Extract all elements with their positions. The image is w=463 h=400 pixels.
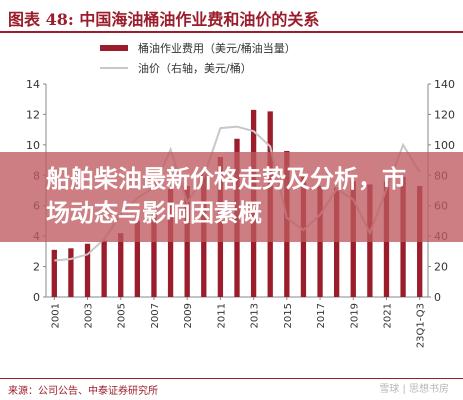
y-left-tick-label: 10 [26,139,40,152]
y-right-tick-label: 0 [434,291,441,304]
y-left-tick-label: 12 [26,108,40,121]
bar [118,233,124,297]
x-tick-label: 2021 [382,303,393,328]
bar [134,220,141,297]
x-tick-label: 2009 [183,303,194,328]
legend-line-label: 油价（右轴，美元/桶） [138,62,252,75]
y-right-tick-label: 120 [434,108,455,121]
x-tick-label: 2015 [283,303,294,328]
bar [68,248,74,297]
y-right-tick-label: 140 [434,78,455,91]
title-bar: 图表 48: 中国海油桶油作业费和油价的关系 [0,0,463,33]
chart-title: 图表 48: 中国海油桶油作业费和油价的关系 [8,10,320,29]
watermark: 雪球 | 思想书房 [379,384,449,395]
bar [101,240,107,297]
legend-line-swatch [100,67,128,69]
legend-bar-swatch [100,45,128,51]
x-tick-label: 2011 [216,303,227,328]
x-tick-label: 2013 [250,303,261,328]
x-tick-label: 2019 [349,303,360,328]
article-overlay-banner: 船舶柴油最新价格走势及分析，市场动态与影响因素概 [0,152,463,242]
bar [151,207,157,297]
source-note: 来源：公司公告、中泰证券研究所 [8,386,158,397]
x-tick-label: 2003 [84,303,95,328]
legend-bar-label: 桶油作业费用（美元/桶油当量） [138,42,296,55]
bottom-rule [0,378,463,379]
bar [333,187,340,297]
x-tick-label: 23Q1-Q3 [416,303,427,348]
y-left-tick-label: 14 [26,78,40,91]
x-tick-label: 2007 [150,303,161,328]
bar [51,249,57,297]
x-tick-label: 2001 [50,303,61,328]
title-rule [0,31,463,33]
legend: 桶油作业费用（美元/桶油当量） 油价（右轴，美元/桶） [100,38,296,78]
y-left-tick-label: 2 [33,261,40,274]
x-tick-label: 2017 [316,303,327,328]
overlay-headline: 船舶柴油最新价格走势及分析，市场动态与影响因素概 [46,165,406,227]
y-right-tick-label: 20 [434,261,448,274]
x-tick-label: 2005 [117,303,128,328]
y-right-tick-label: 100 [434,139,455,152]
legend-item-bar: 桶油作业费用（美元/桶油当量） [100,38,296,58]
y-left-tick-label: 0 [33,291,40,304]
bar [167,188,174,297]
legend-item-line: 油价（右轴，美元/桶） [100,58,296,78]
bar [84,243,91,297]
